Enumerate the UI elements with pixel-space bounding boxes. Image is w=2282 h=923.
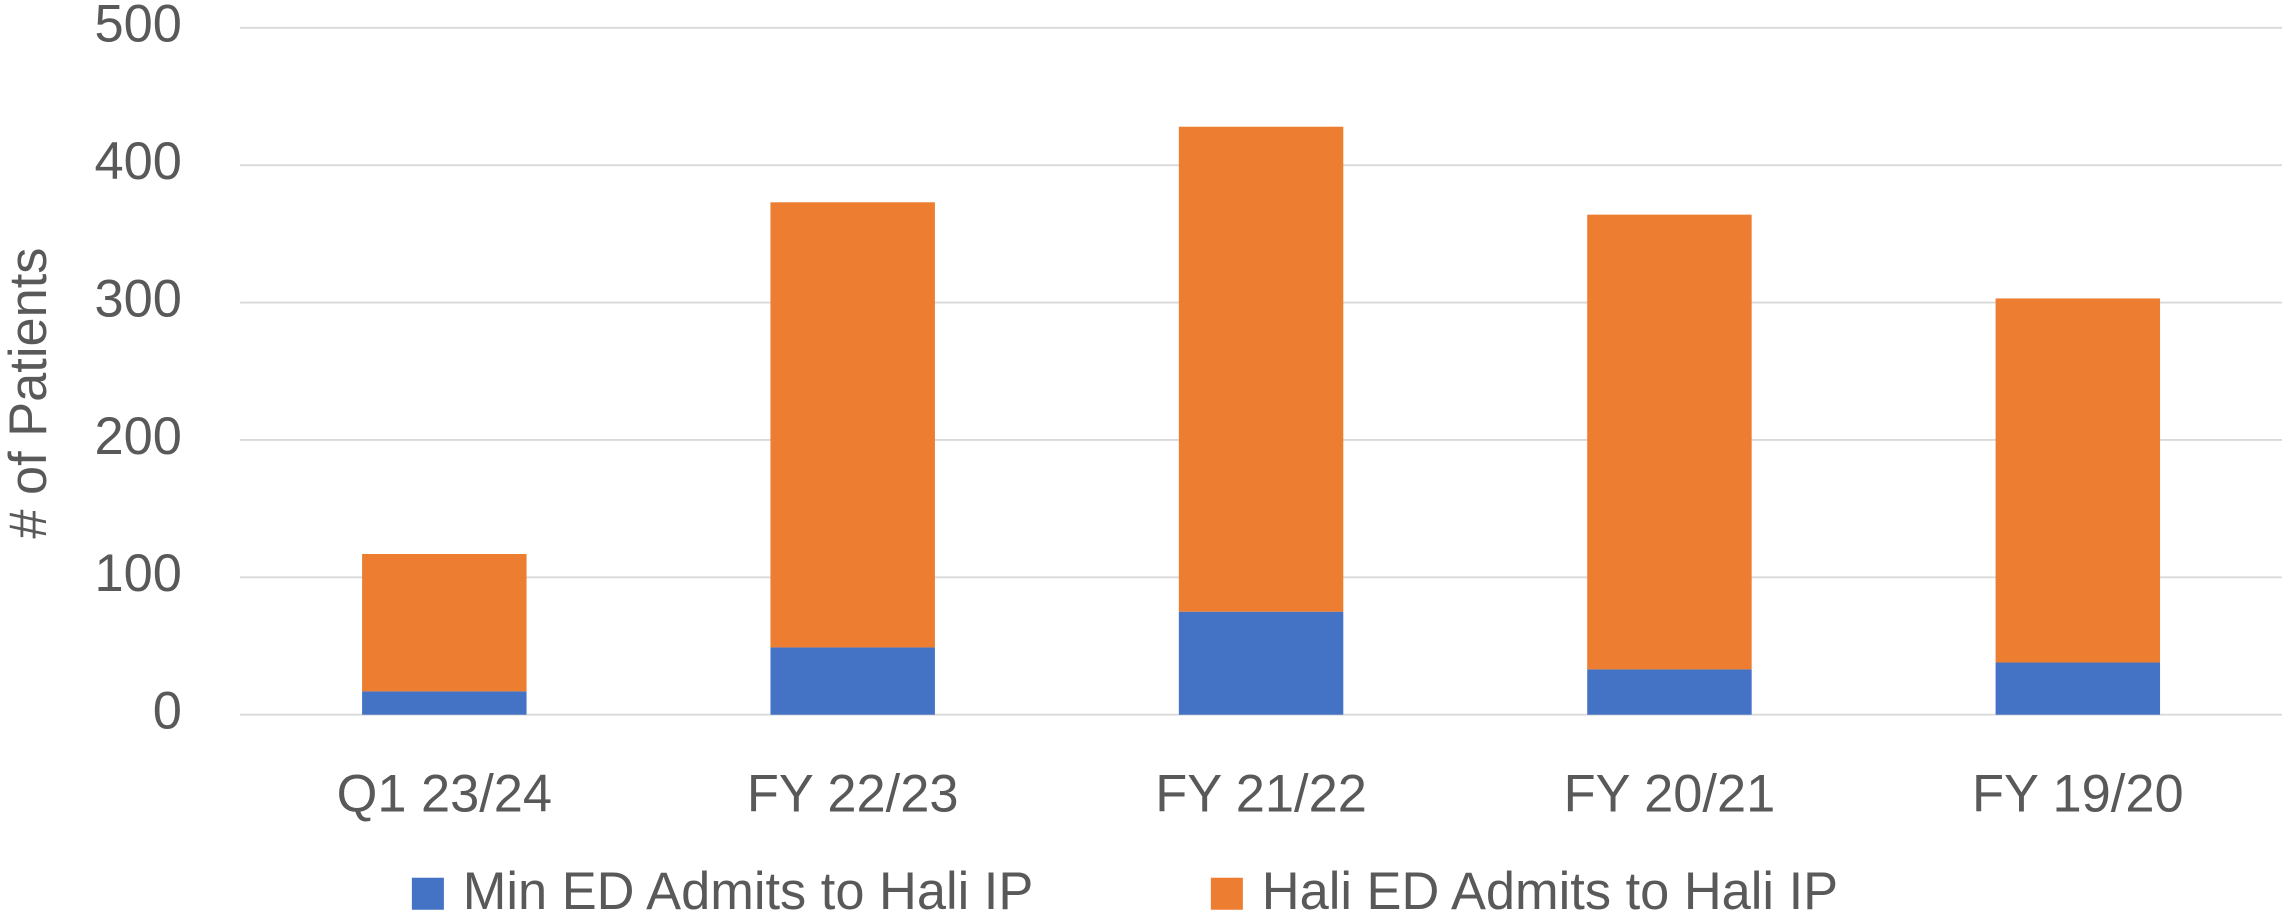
bar-segment <box>362 553 527 692</box>
x-tick-label: FY 19/20 <box>1972 766 2184 824</box>
x-tick-label: FY 21/22 <box>1155 766 1367 824</box>
bar-segment <box>1178 611 1344 715</box>
x-tick-label: Q1 23/24 <box>337 766 552 824</box>
y-tick-label: 100 <box>95 545 182 603</box>
y-axis-title: # of Patients <box>0 248 58 539</box>
y-tick-label: 400 <box>95 133 182 191</box>
legend-label: Hali ED Admits to Hali IP <box>1262 863 1838 921</box>
legend-label: Min ED Admits to Hali IP <box>463 863 1033 921</box>
bar-segment <box>1995 662 2161 715</box>
x-tick-label: FY 20/21 <box>1564 766 1776 824</box>
bar-segment <box>1178 126 1344 612</box>
bar-segment <box>1995 298 2161 663</box>
y-tick-label: 500 <box>95 0 182 54</box>
bar-segment <box>770 647 935 715</box>
x-tick-label: FY 22/23 <box>747 766 959 824</box>
bar-segment <box>770 202 935 648</box>
y-tick-label: 300 <box>95 270 182 328</box>
bar-segment <box>362 691 527 715</box>
y-tick-label: 200 <box>95 408 182 466</box>
legend-swatch <box>1210 877 1243 910</box>
y-tick-label: 0 <box>153 683 182 741</box>
bar-segment <box>1587 214 1752 670</box>
legend-swatch <box>411 877 444 910</box>
bar-segment <box>1587 669 1752 715</box>
